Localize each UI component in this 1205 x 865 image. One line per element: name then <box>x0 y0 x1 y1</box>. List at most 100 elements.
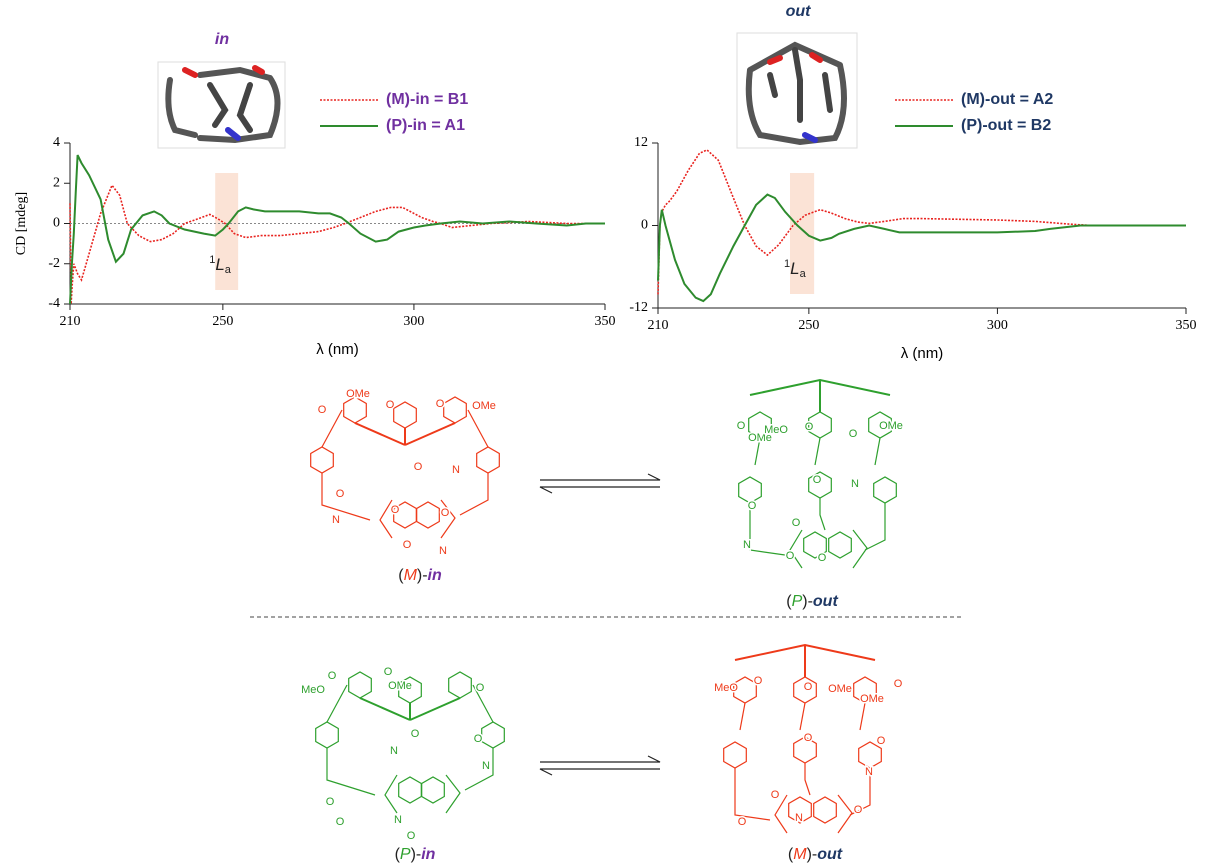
atom-label: N <box>743 539 751 551</box>
caption-part: M <box>793 846 807 863</box>
atom-label: O <box>411 728 420 740</box>
atom-label: O <box>754 675 763 687</box>
atom-label: MeO <box>714 682 738 694</box>
caption-part: )- <box>411 846 422 863</box>
structure-caption: (P)-out <box>786 593 838 610</box>
bond <box>359 697 411 721</box>
ring <box>481 721 505 749</box>
y-axis-label: CD [mdeg] <box>14 192 29 255</box>
atom-label: O <box>805 421 814 433</box>
ring <box>828 531 852 559</box>
structure-caption: (M)-out <box>788 846 843 863</box>
annotation-band <box>215 173 239 290</box>
structure-caption: (P)-in <box>395 846 436 863</box>
atom-label: O <box>386 399 395 411</box>
atom-label: O <box>854 804 863 816</box>
atom-label: O <box>738 816 747 828</box>
bond <box>464 748 494 791</box>
bond <box>804 763 811 796</box>
caption-part: )- <box>802 593 813 610</box>
atom-label: O <box>328 670 337 682</box>
y-tick-label: -12 <box>629 300 648 315</box>
atom-label: O <box>407 830 416 842</box>
caption-part: P <box>400 846 411 863</box>
series-line <box>657 148 1186 295</box>
bond <box>789 529 803 569</box>
atom-label: N <box>394 814 402 826</box>
x-tick-label: 300 <box>403 314 424 329</box>
bond <box>326 748 376 796</box>
atom-label: O <box>894 678 903 690</box>
atom-label: O <box>414 461 423 473</box>
annotation-sup: 1 <box>784 258 790 270</box>
bond <box>774 794 788 834</box>
y-tick-label: 0 <box>641 218 648 233</box>
ring <box>873 476 897 504</box>
bond <box>814 437 821 466</box>
ring <box>348 671 372 699</box>
bond <box>739 702 746 731</box>
atom-label: O <box>474 733 483 745</box>
bond <box>354 422 406 446</box>
caption-part: ( <box>786 593 792 610</box>
bond <box>321 473 371 521</box>
atom-label: O <box>403 539 412 551</box>
ring <box>443 396 467 424</box>
y-tick-label: -2 <box>48 256 60 271</box>
atom-label: N <box>332 514 340 526</box>
x-tick-label: 210 <box>648 318 669 333</box>
atom-label: N <box>865 766 873 778</box>
atom-label: N <box>452 464 460 476</box>
annotation-sup: 1 <box>209 254 215 266</box>
caption-part: M <box>404 567 418 584</box>
atom-label: O <box>786 550 795 562</box>
y-tick-label: 0 <box>53 216 60 231</box>
bond <box>467 409 489 448</box>
bond <box>849 768 871 816</box>
legend-label: (M)-in = B1 <box>386 91 468 108</box>
ring <box>723 741 747 769</box>
atom-label: OMe <box>388 680 412 692</box>
atom-label: O <box>849 428 858 440</box>
caption-part: out <box>817 846 843 863</box>
x-tick-label: 210 <box>60 314 81 329</box>
chart-title: out <box>786 3 812 20</box>
series-line <box>69 154 605 305</box>
atom-label: O <box>436 398 445 410</box>
ring <box>310 446 334 474</box>
bond <box>472 684 494 723</box>
ring <box>421 776 445 804</box>
bond <box>859 702 866 731</box>
x-tick-label: 350 <box>1176 318 1197 333</box>
bond <box>404 422 456 446</box>
caption-part: )- <box>807 846 818 863</box>
atom-label: O <box>771 789 780 801</box>
ring <box>813 796 837 824</box>
legend-label: (P)-out = B2 <box>961 117 1051 134</box>
series-line <box>69 183 605 305</box>
bond <box>459 473 489 516</box>
atom-label: O <box>326 796 335 808</box>
chart-title: in <box>215 31 229 48</box>
annotation-sub: a <box>225 264 232 276</box>
atom-label: O <box>813 474 822 486</box>
atom-label: OMe <box>346 388 370 400</box>
bond <box>837 794 853 834</box>
ring <box>343 396 367 424</box>
bond <box>379 499 393 539</box>
annotation-label: 1La <box>209 254 232 276</box>
bond <box>440 499 456 539</box>
y-tick-label: 4 <box>53 135 60 150</box>
atom-label: O <box>476 682 485 694</box>
atom-label: O <box>336 816 345 828</box>
ring <box>398 776 422 804</box>
atom-label: O <box>318 404 327 416</box>
annotation-label: 1La <box>784 258 807 280</box>
bond <box>384 774 398 814</box>
x-tick-label: 250 <box>798 318 819 333</box>
series-line <box>657 193 1186 303</box>
atom-label: N <box>439 545 447 557</box>
caption-part: P <box>792 593 803 610</box>
atom-label: N <box>390 745 398 757</box>
